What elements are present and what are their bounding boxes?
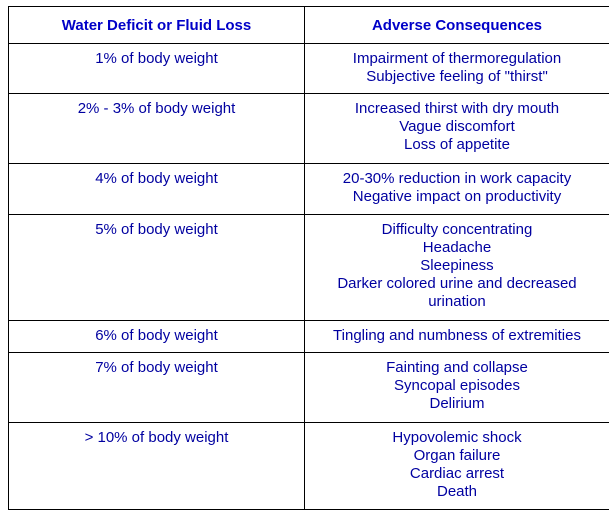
consequence-line: Sleepiness (420, 257, 494, 274)
consequence-line: Subjective feeling of "thirst" (366, 68, 548, 85)
consequence-line: Darker colored urine and decreased (337, 275, 577, 292)
consequence-line: Tingling and numbness of extremities (333, 327, 581, 344)
header-adverse-consequences: Adverse Consequences (304, 6, 609, 44)
loss-cell: 4% of body weight (8, 163, 305, 215)
header-row: Water Deficit or Fluid Loss Adverse Cons… (8, 6, 609, 44)
consequence-line: Impairment of thermoregulation (352, 50, 562, 67)
consequence-line: Vague discomfort (399, 118, 515, 135)
loss-cell: 2% - 3% of body weight (8, 93, 305, 164)
table-row: 7% of body weight Fainting and collapse … (8, 352, 609, 423)
table-row: 4% of body weight 20-30% reduction in wo… (8, 163, 609, 215)
table-row: 1% of body weight Impairment of thermore… (8, 43, 609, 94)
loss-cell: > 10% of body weight (8, 422, 305, 510)
consequence-line: Organ failure (413, 447, 501, 464)
consequence-line: Syncopal episodes (394, 377, 520, 394)
table-row: 6% of body weight Tingling and numbness … (8, 320, 609, 353)
consequence-line: Death (436, 483, 478, 500)
consequences-cell: Difficulty concentrating Headache Sleepi… (304, 214, 609, 321)
consequences-cell: Tingling and numbness of extremities (304, 320, 609, 353)
table-row: 2% - 3% of body weight Increased thirst … (8, 93, 609, 164)
loss-cell: 6% of body weight (8, 320, 305, 353)
loss-cell: 1% of body weight (8, 43, 305, 94)
consequence-line: Cardiac arrest (409, 465, 505, 482)
consequences-cell: Fainting and collapse Syncopal episodes … (304, 352, 609, 423)
consequences-cell: Hypovolemic shock Organ failure Cardiac … (304, 422, 609, 510)
consequence-line: Loss of appetite (404, 136, 510, 153)
consequence-line: Fainting and collapse (386, 359, 528, 376)
consequence-line: Headache (422, 239, 492, 256)
consequence-line: Difficulty concentrating (381, 221, 533, 238)
loss-cell: 7% of body weight (8, 352, 305, 423)
dehydration-table: Water Deficit or Fluid Loss Adverse Cons… (8, 6, 609, 510)
consequences-cell: 20-30% reduction in work capacity Negati… (304, 163, 609, 215)
consequence-line: Negative impact on productivity (352, 188, 562, 205)
table-row: 5% of body weight Difficulty concentrati… (8, 214, 609, 321)
header-water-deficit: Water Deficit or Fluid Loss (8, 6, 305, 44)
table-row: > 10% of body weight Hypovolemic shock O… (8, 422, 609, 510)
consequence-line: Increased thirst with dry mouth (354, 100, 560, 117)
loss-cell: 5% of body weight (8, 214, 305, 321)
consequence-line: urination (428, 293, 486, 310)
consequence-line: 20-30% reduction in work capacity (342, 170, 572, 187)
consequences-cell: Increased thirst with dry mouth Vague di… (304, 93, 609, 164)
consequences-cell: Impairment of thermoregulation Subjectiv… (304, 43, 609, 94)
consequence-line: Delirium (429, 395, 485, 412)
consequence-line: Hypovolemic shock (392, 429, 522, 446)
